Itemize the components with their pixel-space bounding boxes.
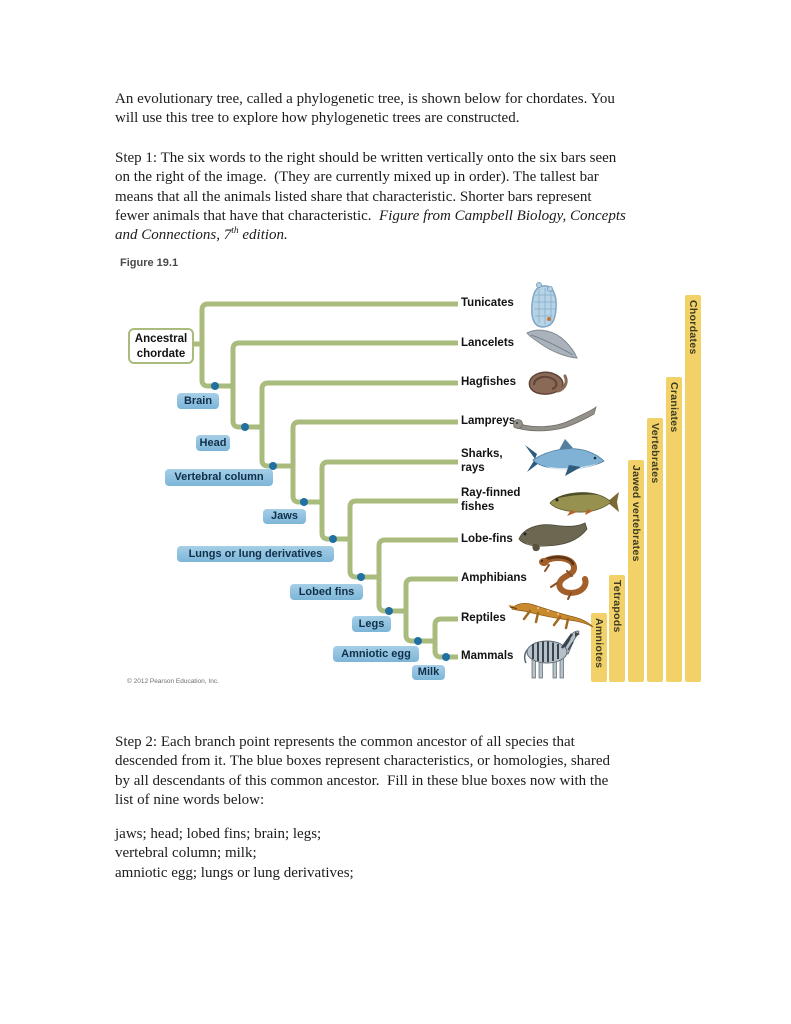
- node-dot-head: [241, 423, 249, 431]
- word-list-line: jaws; head; lobed fins; brain; legs;: [115, 826, 322, 842]
- ordinal-superscript: th: [231, 226, 239, 237]
- trait-box-jaws: Jaws: [263, 509, 306, 524]
- figure-citation: and Connections, 7th edition.: [115, 226, 288, 244]
- hagfish-illustration: [528, 371, 568, 395]
- taxon-label-lancelets: Lancelets: [461, 337, 514, 351]
- clade-branch-lampreys: [290, 419, 458, 505]
- word-list-line: vertebral column; milk;: [115, 845, 257, 862]
- taxon-label-tunicates: Tunicates: [461, 297, 514, 311]
- phylogenetic-tree-figure: Figure 19.1: [115, 255, 715, 705]
- step1-line: and Connections, 7th edition.: [115, 226, 626, 245]
- clade-bar-vertebrates: Vertebrates: [647, 418, 663, 682]
- taxon-label-lampreys: Lampreys: [461, 415, 515, 429]
- word-list-line: amniotic egg; lungs or lung derivatives;: [115, 864, 354, 881]
- trait-box-lungs: Lungs or lung derivatives: [177, 546, 334, 562]
- step2-paragraph: Step 2: Each branch point represents the…: [115, 733, 610, 810]
- clade-bar-tetrapods: Tetrapods: [609, 575, 625, 682]
- taxon-line: Ray-finned: [461, 487, 521, 499]
- taxon-label-mammals: Mammals: [461, 650, 513, 664]
- ancestral-chordate-box: Ancestral chordate: [128, 328, 194, 364]
- citation-text: edition.: [238, 227, 288, 244]
- clade-branch-tunicates: [199, 301, 458, 389]
- step1-line: on the right of the image. (They are cur…: [115, 169, 599, 186]
- clade-bar-amniotes: Amniotes: [591, 613, 607, 682]
- clade-bar-chordates: Chordates: [685, 295, 701, 682]
- clade-branch-hagfishes: [259, 380, 458, 469]
- node-dot-legs: [385, 607, 393, 615]
- node-dot-lungs: [329, 535, 337, 543]
- step1-paragraph: Step 1: The six words to the right shoul…: [115, 149, 626, 245]
- taxon-line: Lobe-fins: [461, 533, 513, 545]
- phylogenetic-tree-svg: [188, 301, 458, 661]
- taxon-line: rays: [461, 461, 485, 474]
- node-dot-milk: [442, 653, 450, 661]
- taxon-label-reptiles: Reptiles: [461, 612, 506, 626]
- step2-line: list of nine words below:: [115, 791, 265, 808]
- step2-line: by all descendants of this common ancest…: [115, 772, 609, 789]
- shark-illustration: [525, 439, 605, 476]
- taxon-line: Reptiles: [461, 612, 506, 624]
- branch-point-dots: [211, 382, 450, 661]
- word-list: jaws; head; lobed fins; brain; legs; ver…: [115, 825, 354, 883]
- zebra-illustration: [523, 630, 580, 679]
- step1-text: fewer animals that have that characteris…: [115, 207, 380, 224]
- step2-line: descended from it. The blue boxes repres…: [115, 753, 610, 770]
- taxon-label-lobe-fins: Lobe-fins: [461, 533, 513, 547]
- taxon-line: Lancelets: [461, 337, 515, 349]
- node-dot-lobed-fins: [357, 573, 365, 581]
- figure-credit: © 2012 Pearson Education, Inc.: [127, 678, 219, 685]
- step2-line: Step 2: Each branch point represents the…: [115, 734, 575, 750]
- root-label-line: chordate: [136, 348, 186, 360]
- lizard-illustration: [508, 602, 594, 630]
- tree-branches: [188, 301, 458, 660]
- trait-box-lobed-fins: Lobed fins: [290, 584, 363, 600]
- intro-line: will use this tree to explore how phylog…: [115, 110, 520, 127]
- clade-branch-lancelets: [230, 340, 458, 430]
- taxon-line: Amphibians: [461, 572, 527, 584]
- lancelet-illustration: [526, 329, 578, 359]
- clade-branch-sharks: [319, 459, 458, 542]
- clade-branch-amphibians: [403, 576, 458, 644]
- tunicate-illustration: [531, 282, 557, 328]
- clade-bar-jawed-vertebrates: Jawed vertebrates: [628, 460, 644, 682]
- lamprey-illustration: [513, 405, 597, 432]
- step1-line: means that all the animals listed share …: [115, 188, 592, 205]
- trait-box-milk: Milk: [412, 665, 445, 680]
- taxon-label-hagfishes: Hagfishes: [461, 376, 516, 390]
- clade-branch-lobefins: [376, 537, 458, 614]
- root-label-line: Ancestral: [134, 333, 188, 345]
- trait-box-amniotic-egg: Amniotic egg: [333, 646, 419, 662]
- clade-branch-rayfinned: [347, 498, 458, 580]
- taxon-line: Sharks,: [461, 448, 503, 460]
- trait-box-head: Head: [196, 435, 230, 451]
- step1-line: Step 1: The six words to the right shoul…: [115, 150, 617, 166]
- citation-text: and Connections, 7: [115, 227, 232, 244]
- node-dot-brain: [211, 382, 219, 390]
- intro-paragraph: An evolutionary tree, called a phylogene…: [115, 90, 615, 129]
- taxon-line: Mammals: [461, 650, 514, 662]
- node-dot-jaws: [300, 498, 308, 506]
- taxon-label-sharks-rays: Sharks, rays: [461, 448, 503, 475]
- taxon-line: Tunicates: [461, 297, 514, 309]
- ray-finned-fish-illustration: [549, 492, 619, 516]
- taxon-line: Hagfishes: [461, 376, 516, 388]
- lobe-finned-fish-illustration: [518, 522, 588, 552]
- intro-line: An evolutionary tree, called a phylogene…: [115, 91, 615, 107]
- taxon-line: Lampreys: [461, 415, 516, 427]
- clade-bar-craniates: Craniates: [666, 377, 682, 682]
- node-dot-amniotic-egg: [414, 637, 422, 645]
- node-dot-vertebral-column: [269, 462, 277, 470]
- trait-box-legs: Legs: [352, 616, 391, 632]
- trait-box-vertebral-column: Vertebral column: [165, 469, 273, 486]
- clade-branch-reptiles-mammals: [432, 616, 458, 660]
- figure-label: Figure 19.1: [120, 257, 179, 269]
- salamander-illustration: [539, 555, 589, 600]
- trait-box-brain: Brain: [177, 393, 219, 409]
- figure-citation: Figure from Campbell Biology, Concepts: [379, 207, 626, 224]
- taxon-line: fishes: [461, 500, 495, 513]
- taxon-label-amphibians: Amphibians: [461, 572, 527, 586]
- step1-line: fewer animals that have that characteris…: [115, 207, 626, 226]
- taxon-label-ray-finned-fishes: Ray-finned fishes: [461, 487, 520, 514]
